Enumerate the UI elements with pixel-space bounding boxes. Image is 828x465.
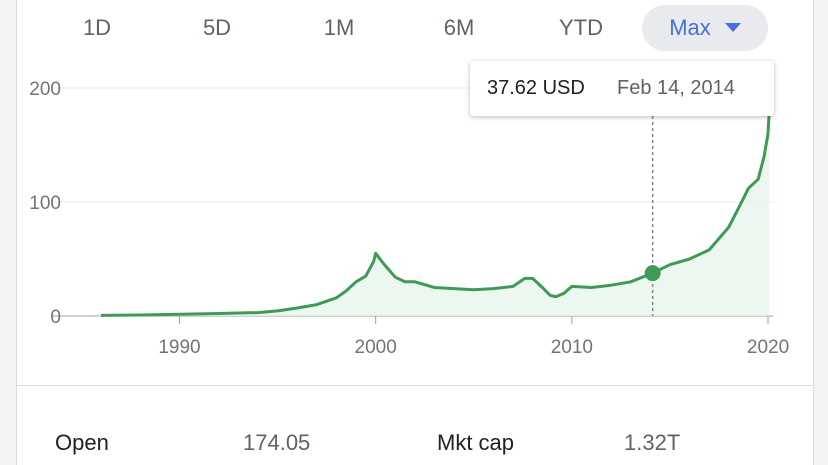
range-tab-label: 1M — [323, 15, 355, 40]
x-tick-label: 2010 — [551, 337, 593, 358]
caret-down-icon — [724, 23, 741, 32]
range-tab-label: 6M — [443, 15, 475, 40]
range-tab-label: YTD — [559, 15, 603, 40]
range-tab-label: Max — [669, 15, 711, 40]
price-area-fill — [101, 115, 769, 317]
price-chart[interactable]: 0 100 200 1990 2000 2010 2020 — [17, 0, 813, 380]
range-tab-1d[interactable]: 1D — [61, 5, 133, 51]
y-tick-label: 200 — [29, 79, 61, 100]
range-tab-6m[interactable]: 6M — [423, 5, 495, 51]
y-tick-label: 100 — [29, 193, 61, 214]
stat-value-mkt-cap: 1.32T — [624, 430, 681, 455]
tooltip-price: 37.62 USD — [487, 77, 585, 99]
stat-value-open: 174.05 — [243, 430, 311, 455]
x-tick-label: 2000 — [355, 337, 397, 358]
section-divider — [17, 385, 813, 386]
stat-label-mkt-cap: Mkt cap — [437, 430, 515, 455]
range-tab-ytd[interactable]: YTD — [541, 5, 621, 51]
range-tab-max[interactable]: Max — [642, 5, 768, 51]
range-tab-label: 1D — [82, 15, 112, 40]
y-tick-label: 0 — [50, 307, 61, 328]
hover-point — [644, 265, 661, 282]
chart-axes: 0 100 200 1990 2000 2010 2020 — [29, 79, 789, 358]
price-tooltip: 37.62 USD Feb 14, 2014 — [470, 61, 774, 116]
x-tick-label: 1990 — [158, 337, 200, 358]
stat-label-open: Open — [55, 430, 109, 455]
range-tab-1m[interactable]: 1M — [303, 5, 375, 51]
range-selector: 1D 5D 1M 6M YTD Max — [17, 5, 813, 51]
stock-card: 1D 5D 1M 6M YTD Max 0 100 200 1990 2000 2010 2… — [16, 0, 814, 465]
range-tab-label: 5D — [202, 15, 232, 40]
range-tab-5d[interactable]: 5D — [181, 5, 253, 51]
x-tick-label: 2020 — [747, 337, 789, 358]
tooltip-date: Feb 14, 2014 — [617, 77, 735, 99]
price-line — [100, 115, 771, 317]
